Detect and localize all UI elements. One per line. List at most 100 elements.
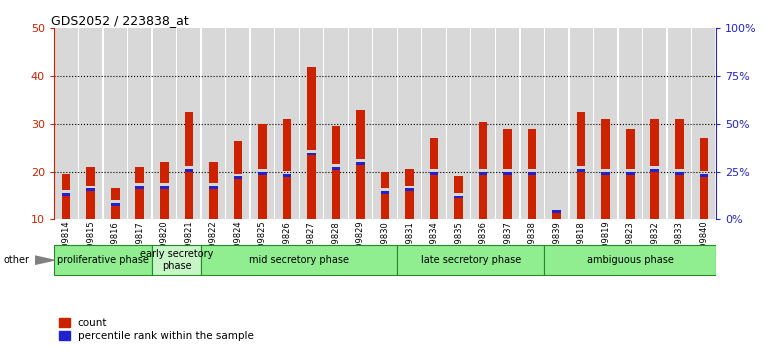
Bar xyxy=(552,213,561,219)
Bar xyxy=(675,119,684,169)
Bar xyxy=(552,210,561,219)
Bar xyxy=(177,28,200,219)
Bar xyxy=(423,28,446,219)
Bar xyxy=(699,174,708,219)
Bar xyxy=(380,191,390,219)
Bar xyxy=(626,172,634,219)
Bar xyxy=(675,175,684,219)
Bar xyxy=(332,167,340,219)
Bar xyxy=(601,172,610,219)
Bar xyxy=(62,174,71,190)
Bar xyxy=(233,176,242,219)
Bar xyxy=(626,175,634,219)
Bar xyxy=(209,162,218,183)
Bar xyxy=(699,138,708,171)
Bar xyxy=(626,129,634,169)
Bar xyxy=(185,169,193,219)
Bar xyxy=(152,245,201,275)
Bar xyxy=(454,176,463,193)
Bar xyxy=(55,28,78,219)
Bar xyxy=(152,28,176,219)
Bar xyxy=(136,186,144,219)
Bar xyxy=(405,188,413,219)
Bar xyxy=(397,245,544,275)
Bar xyxy=(209,189,218,219)
Bar xyxy=(258,124,266,169)
Bar xyxy=(504,129,512,169)
Bar xyxy=(521,28,544,219)
Bar xyxy=(332,170,340,219)
Bar xyxy=(454,199,463,219)
Bar xyxy=(111,206,119,219)
Bar xyxy=(111,203,119,219)
Bar xyxy=(545,28,568,219)
Bar xyxy=(307,153,316,219)
Bar xyxy=(380,172,390,188)
Bar xyxy=(86,191,95,219)
Bar xyxy=(307,67,316,150)
Bar xyxy=(668,28,691,219)
Bar xyxy=(283,174,291,219)
Polygon shape xyxy=(35,256,54,264)
Bar xyxy=(528,172,537,219)
Bar xyxy=(479,121,487,169)
Bar xyxy=(643,28,666,219)
Bar xyxy=(86,188,95,219)
Text: ambiguous phase: ambiguous phase xyxy=(587,255,674,265)
Bar xyxy=(349,28,372,219)
Bar xyxy=(332,126,340,164)
Bar xyxy=(103,28,127,219)
Bar xyxy=(504,172,512,219)
Bar xyxy=(398,28,421,219)
Bar xyxy=(283,177,291,219)
Bar xyxy=(258,172,266,219)
Bar xyxy=(136,189,144,219)
Bar xyxy=(651,172,659,219)
Bar xyxy=(479,172,487,219)
Bar xyxy=(111,188,119,200)
Bar xyxy=(233,179,242,219)
Bar xyxy=(209,186,218,219)
Bar xyxy=(160,186,169,219)
Bar xyxy=(79,28,102,219)
Bar xyxy=(528,129,537,169)
Bar xyxy=(651,169,659,219)
Bar xyxy=(504,175,512,219)
Text: late secretory phase: late secretory phase xyxy=(420,255,521,265)
Bar xyxy=(651,119,659,166)
Bar xyxy=(275,28,299,219)
Text: proliferative phase: proliferative phase xyxy=(57,255,149,265)
Bar xyxy=(692,28,715,219)
Bar xyxy=(185,112,193,166)
Bar xyxy=(233,141,242,173)
Bar xyxy=(430,172,438,219)
Bar xyxy=(570,28,593,219)
Bar xyxy=(258,175,266,219)
Bar xyxy=(447,28,470,219)
Bar xyxy=(618,28,642,219)
Bar xyxy=(528,175,537,219)
Bar xyxy=(601,175,610,219)
Bar xyxy=(160,189,169,219)
Bar xyxy=(373,28,397,219)
Bar xyxy=(136,167,144,183)
Bar xyxy=(601,119,610,169)
Bar xyxy=(357,165,365,219)
Bar xyxy=(544,245,716,275)
Bar xyxy=(300,28,323,219)
Bar xyxy=(185,172,193,219)
Bar xyxy=(699,177,708,219)
Text: mid secretory phase: mid secretory phase xyxy=(249,255,349,265)
Text: GDS2052 / 223838_at: GDS2052 / 223838_at xyxy=(51,14,189,27)
Text: early secretory
phase: early secretory phase xyxy=(140,249,213,271)
Bar xyxy=(283,119,291,171)
Bar xyxy=(62,196,71,219)
Bar xyxy=(577,169,585,219)
Bar xyxy=(201,245,397,275)
Bar xyxy=(380,194,390,219)
Bar xyxy=(86,167,95,185)
Bar xyxy=(62,193,71,219)
Bar xyxy=(405,191,413,219)
Bar xyxy=(324,28,347,219)
Bar xyxy=(54,245,152,275)
